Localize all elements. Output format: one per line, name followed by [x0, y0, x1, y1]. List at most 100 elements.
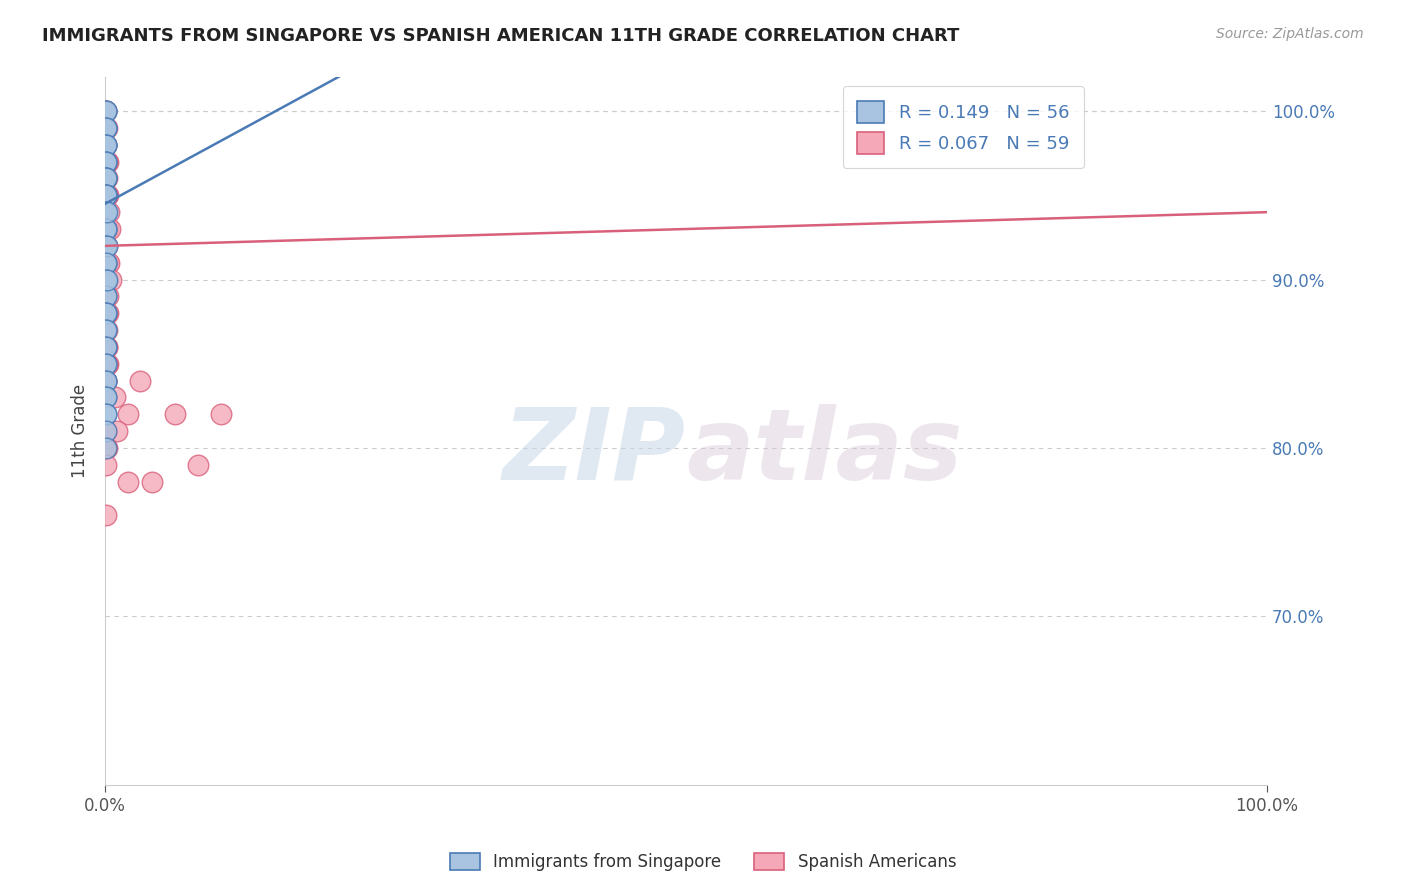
Point — [94, 374, 117, 388]
Point — [94, 289, 117, 303]
Point — [94, 306, 117, 320]
Point — [94, 120, 117, 135]
Text: atlas: atlas — [686, 404, 963, 500]
Point — [94, 171, 117, 186]
Point — [96, 323, 118, 337]
Point — [96, 357, 118, 371]
Point — [96, 340, 118, 354]
Point — [96, 188, 118, 202]
Point — [94, 205, 117, 219]
Point — [96, 120, 118, 135]
Point — [96, 239, 118, 253]
Point — [94, 306, 117, 320]
Point — [94, 188, 117, 202]
Point — [94, 340, 117, 354]
Point — [94, 424, 117, 438]
Point — [94, 289, 117, 303]
Point — [94, 104, 117, 119]
Point — [94, 357, 117, 371]
Point — [103, 391, 125, 405]
Point — [96, 188, 118, 202]
Point — [94, 272, 117, 286]
Point — [94, 306, 117, 320]
Point — [97, 188, 120, 202]
Point — [94, 272, 117, 286]
Point — [96, 323, 118, 337]
Point — [96, 272, 118, 286]
Point — [129, 374, 152, 388]
Point — [94, 340, 117, 354]
Point — [94, 205, 117, 219]
Point — [96, 357, 118, 371]
Point — [94, 340, 117, 354]
Point — [94, 137, 117, 152]
Point — [96, 391, 118, 405]
Point — [96, 289, 118, 303]
Point — [94, 154, 117, 169]
Point — [94, 391, 117, 405]
Point — [94, 323, 117, 337]
Point — [97, 205, 120, 219]
Point — [94, 407, 117, 421]
Point — [117, 407, 139, 421]
Point — [94, 188, 117, 202]
Point — [94, 137, 117, 152]
Point — [96, 357, 118, 371]
Point — [96, 104, 118, 119]
Point — [94, 391, 117, 405]
Point — [94, 374, 117, 388]
Point — [94, 255, 117, 269]
Point — [94, 239, 117, 253]
Point — [97, 357, 120, 371]
Point — [94, 205, 117, 219]
Point — [94, 120, 117, 135]
Point — [96, 255, 118, 269]
Point — [187, 458, 209, 472]
Point — [97, 255, 120, 269]
Legend: Immigrants from Singapore, Spanish Americans: Immigrants from Singapore, Spanish Ameri… — [441, 845, 965, 880]
Point — [105, 424, 128, 438]
Point — [94, 104, 117, 119]
Point — [96, 205, 118, 219]
Point — [96, 154, 118, 169]
Point — [94, 239, 117, 253]
Point — [96, 340, 118, 354]
Point — [96, 154, 118, 169]
Point — [94, 205, 117, 219]
Point — [96, 120, 118, 135]
Point — [98, 255, 121, 269]
Text: ZIP: ZIP — [503, 404, 686, 500]
Point — [94, 137, 117, 152]
Point — [94, 188, 117, 202]
Point — [94, 357, 117, 371]
Point — [94, 104, 117, 119]
Point — [96, 255, 118, 269]
Point — [96, 171, 118, 186]
Point — [94, 458, 117, 472]
Point — [98, 222, 121, 236]
Point — [96, 272, 118, 286]
Point — [94, 171, 117, 186]
Point — [94, 441, 117, 455]
Point — [94, 424, 117, 438]
Point — [96, 374, 118, 388]
Point — [94, 306, 117, 320]
Point — [117, 475, 139, 489]
Point — [94, 441, 117, 455]
Point — [94, 374, 117, 388]
Point — [94, 154, 117, 169]
Point — [96, 222, 118, 236]
Text: Source: ZipAtlas.com: Source: ZipAtlas.com — [1216, 27, 1364, 41]
Point — [96, 508, 118, 523]
Point — [94, 171, 117, 186]
Point — [96, 239, 118, 253]
Point — [96, 154, 118, 169]
Point — [96, 306, 118, 320]
Point — [141, 475, 163, 489]
Point — [100, 272, 122, 286]
Point — [97, 306, 120, 320]
Point — [96, 222, 118, 236]
Point — [94, 137, 117, 152]
Point — [94, 222, 117, 236]
Point — [96, 104, 118, 119]
